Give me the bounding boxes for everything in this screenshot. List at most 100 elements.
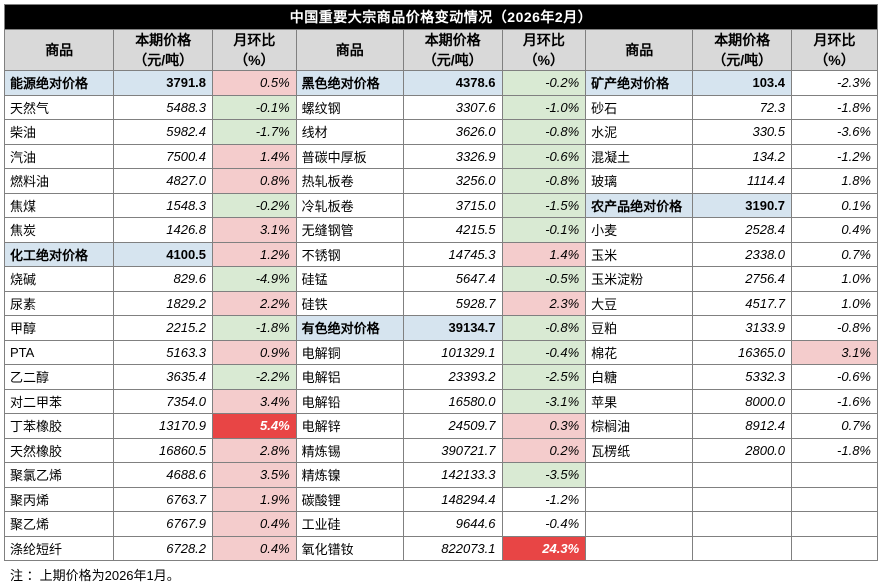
cell-commodity: 乙二醇 xyxy=(3,364,115,390)
cell-pct-change: 3.4% xyxy=(212,388,297,414)
cell-commodity: 电解铅 xyxy=(295,388,404,414)
cell-pct-change: 0.7% xyxy=(791,413,878,439)
cell-commodity: 能源绝对价格 xyxy=(3,70,115,96)
cell-pct-change: -0.2% xyxy=(212,192,297,218)
cell-pct-change: 2.2% xyxy=(212,290,297,316)
cell-commodity: 豆粕 xyxy=(585,315,694,341)
header-price-2-line2: （元/吨） xyxy=(422,52,483,68)
cell-price: 5488.3 xyxy=(113,94,214,120)
table-title-row: 中国重要大宗商品价格变动情况（2026年2月） xyxy=(4,4,878,30)
cell-pct-change: -0.4% xyxy=(501,511,587,537)
cell-pct-change: 0.4% xyxy=(791,217,878,243)
table-header-row: 商品 本期价格 （元/吨） 月环比 （%） 商品 本期价格 （元/吨） 月环比 （%） … xyxy=(3,29,878,71)
cell-price: 4688.6 xyxy=(113,462,214,488)
cell-pct-change: -1.2% xyxy=(501,486,587,512)
cell-price: 330.5 xyxy=(692,119,793,145)
cell-price: 3626.0 xyxy=(402,119,503,145)
cell-price: 1548.3 xyxy=(113,192,214,218)
cell-price: 101329.1 xyxy=(402,339,503,365)
table-row: 丁苯橡胶 13170.9 5.4% 电解锌 24509.7 0.3% 棕榈油 8912.4 0.… xyxy=(3,413,878,439)
cell-price: 16860.5 xyxy=(113,437,214,463)
cell-commodity: 天然橡胶 xyxy=(3,437,115,463)
header-pct-3-line1: 月环比 xyxy=(813,32,856,48)
cell-price: 7500.4 xyxy=(113,143,214,169)
table-body: 能源绝对价格 3791.8 0.5% 黑色绝对价格 4378.6 -0.2% 矿产绝对价格 1… xyxy=(3,70,878,561)
cell-price: 72.3 xyxy=(692,94,793,120)
cell-commodity: 矿产绝对价格 xyxy=(585,70,694,96)
cell-price xyxy=(692,462,793,488)
cell-pct-change: 0.4% xyxy=(212,511,297,537)
cell-price: 8912.4 xyxy=(692,413,793,439)
cell-commodity: 线材 xyxy=(295,119,404,145)
cell-price: 39134.7 xyxy=(402,315,503,341)
cell-commodity: 白糖 xyxy=(585,364,694,390)
cell-commodity: 电解锌 xyxy=(295,413,404,439)
commodity-price-table: 中国重要大宗商品价格变动情况（2026年2月） 商品 本期价格 （元/吨） 月环比… xyxy=(3,4,878,561)
table-row: 烧碱 829.6 -4.9% 硅锰 5647.4 -0.5% 玉米淀粉 2756.4 1.0% xyxy=(3,266,878,292)
cell-commodity: 丁苯橡胶 xyxy=(3,413,115,439)
cell-price: 3256.0 xyxy=(402,168,503,194)
table-row: 聚乙烯 6767.9 0.4% 工业硅 9644.6 -0.4% xyxy=(3,511,878,537)
cell-pct-change xyxy=(791,462,878,488)
cell-pct-change: 5.4% xyxy=(212,413,297,439)
cell-price: 3635.4 xyxy=(113,364,214,390)
cell-pct-change: 1.8% xyxy=(791,168,878,194)
cell-pct-change: 0.7% xyxy=(791,241,878,267)
cell-commodity: 燃料油 xyxy=(3,168,115,194)
commodity-price-table-page: 中国重要大宗商品价格变动情况（2026年2月） 商品 本期价格 （元/吨） 月环比… xyxy=(3,4,878,583)
cell-price: 5163.3 xyxy=(113,339,214,365)
cell-price: 3791.8 xyxy=(113,70,214,96)
table-row: PTA 5163.3 0.9% 电解铜 101329.1 -0.4% 棉花 16365.0 3.… xyxy=(3,339,878,365)
cell-commodity: 涤纶短纤 xyxy=(3,535,115,561)
cell-pct-change: 1.4% xyxy=(212,143,297,169)
cell-price: 3133.9 xyxy=(692,315,793,341)
cell-price: 23393.2 xyxy=(402,364,503,390)
cell-commodity: 黑色绝对价格 xyxy=(295,70,404,96)
cell-price: 6767.9 xyxy=(113,511,214,537)
cell-price: 2528.4 xyxy=(692,217,793,243)
cell-price: 5982.4 xyxy=(113,119,214,145)
cell-pct-change: 0.8% xyxy=(212,168,297,194)
table-row: 天然橡胶 16860.5 2.8% 精炼锡 390721.7 0.2% 瓦楞纸 2800.0-… xyxy=(3,437,878,463)
cell-pct-change: -0.4% xyxy=(501,339,587,365)
cell-commodity: 甲醇 xyxy=(3,315,115,341)
cell-pct-change: -1.8% xyxy=(791,437,878,463)
cell-price: 3190.7 xyxy=(692,192,793,218)
cell-commodity: 螺纹钢 xyxy=(295,94,404,120)
cell-price: 3715.0 xyxy=(402,192,503,218)
cell-commodity: 混凝土 xyxy=(585,143,694,169)
cell-price: 4215.5 xyxy=(402,217,503,243)
cell-pct-change: 2.8% xyxy=(212,437,297,463)
header-pct-1: 月环比 （%） xyxy=(212,29,297,71)
cell-pct-change: 0.4% xyxy=(212,535,297,561)
cell-price: 390721.7 xyxy=(402,437,503,463)
table-row: 汽油 7500.4 1.4% 普碳中厚板 3326.9 -0.6% 混凝土 134.2 -1.2… xyxy=(3,143,878,169)
cell-price: 9644.6 xyxy=(402,511,503,537)
table-row: 燃料油 4827.0 0.8% 热轧板卷 3256.0 -0.8% 玻璃 1114.4 1.8% xyxy=(3,168,878,194)
cell-pct-change: 3.5% xyxy=(212,462,297,488)
cell-pct-change: -3.5% xyxy=(501,462,587,488)
cell-price: 822073.1 xyxy=(402,535,503,561)
cell-pct-change: -0.2% xyxy=(501,70,587,96)
header-price-1-line2: （元/吨） xyxy=(133,52,194,68)
cell-pct-change: -2.3% xyxy=(791,70,878,96)
cell-commodity: 碳酸锂 xyxy=(295,486,404,512)
table-row: 乙二醇 3635.4 -2.2% 电解铝 23393.2 -2.5% 白糖 5332.3 -0.… xyxy=(3,364,878,390)
header-price-2: 本期价格 （元/吨） xyxy=(402,29,503,71)
cell-commodity: 玉米 xyxy=(585,241,694,267)
cell-price: 5647.4 xyxy=(402,266,503,292)
cell-price: 2756.4 xyxy=(692,266,793,292)
cell-pct-change: 1.4% xyxy=(501,241,587,267)
header-price-2-line1: 本期价格 xyxy=(424,32,481,48)
cell-commodity: 热轧板卷 xyxy=(295,168,404,194)
cell-commodity: 水泥 xyxy=(585,119,694,145)
cell-commodity: 聚乙烯 xyxy=(3,511,115,537)
cell-price: 134.2 xyxy=(692,143,793,169)
table-row: 涤纶短纤 6728.2 0.4% 氧化镨钕 822073.1 24.3% xyxy=(3,535,878,561)
cell-commodity: 不锈钢 xyxy=(295,241,404,267)
cell-price: 148294.4 xyxy=(402,486,503,512)
cell-commodity: 普碳中厚板 xyxy=(295,143,404,169)
cell-pct-change: -0.1% xyxy=(501,217,587,243)
cell-pct-change xyxy=(791,535,878,561)
cell-commodity: 有色绝对价格 xyxy=(295,315,404,341)
